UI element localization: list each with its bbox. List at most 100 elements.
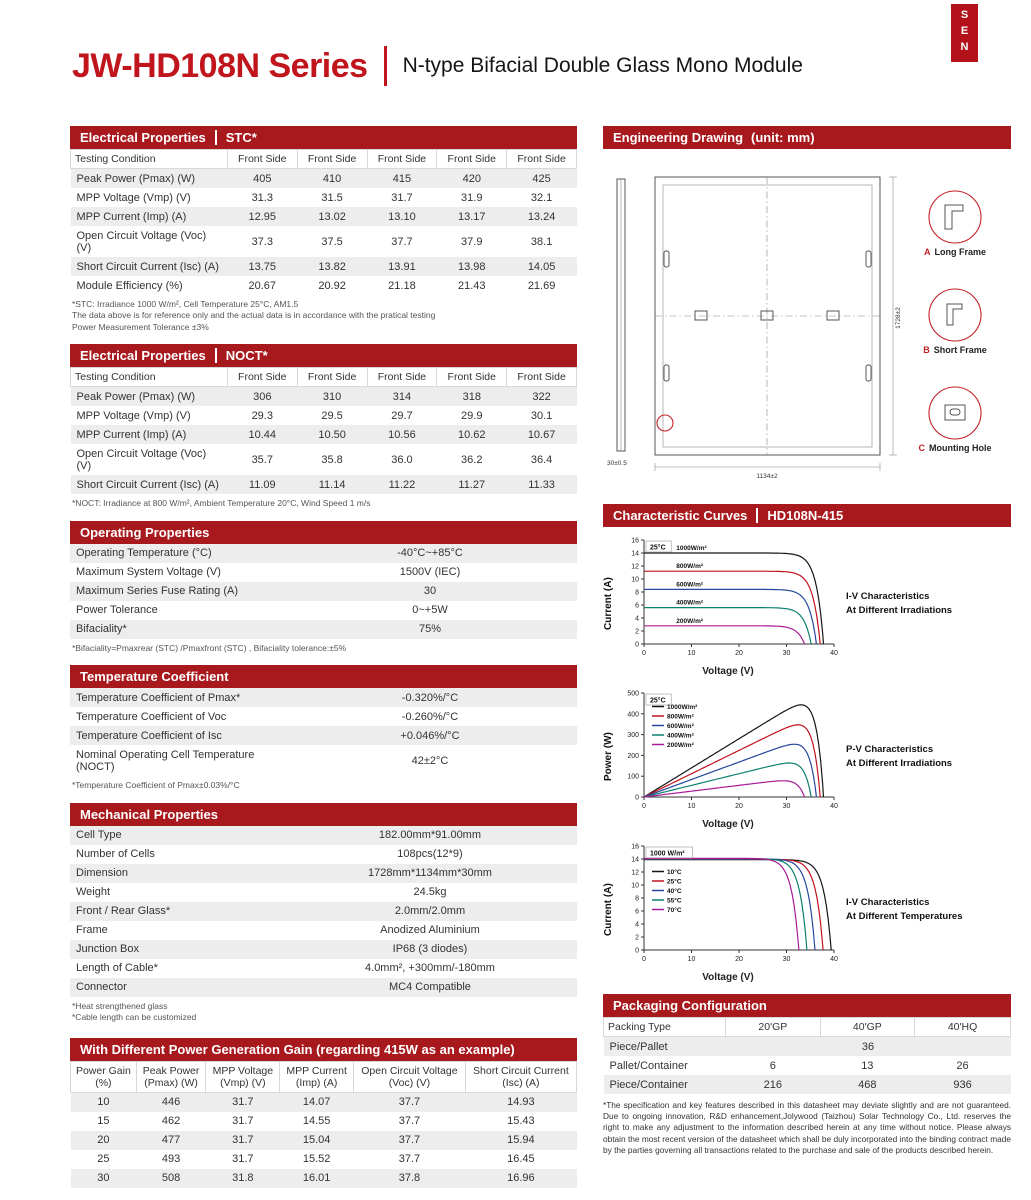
height-dimension: 1728±2 <box>895 307 902 329</box>
series-label: 600W/m² <box>676 581 704 588</box>
cell-value: +0.046%/°C <box>400 729 460 742</box>
table-row: Length of Cable* 4.0mm², +300mm/-180mm <box>70 959 577 978</box>
table-row: Peak Power (Pmax) (W) 306 310 314 318 322 <box>70 386 577 407</box>
row-label: MPP Current (Imp) (A) <box>76 210 187 223</box>
cell-value: 13 <box>861 1059 874 1072</box>
cell-value: 10.56 <box>388 428 416 441</box>
cell-value: 1500V (IEC) <box>399 566 461 579</box>
svg-text:0: 0 <box>635 795 639 802</box>
brand-corner-tab: SEN <box>951 4 978 62</box>
row-label: Maximum System Voltage (V) <box>76 566 221 579</box>
row-label: Operating Temperature (°C) <box>76 547 212 560</box>
column-header: Power Gain (%) <box>70 1060 137 1093</box>
table-row: Pallet/Container 6 13 26 <box>604 1056 1011 1075</box>
title-divider <box>383 46 387 86</box>
iv-irradiance-plot: 0 2 4 6 8 10 12 14 16 0 10 20 30 40 25°C 1000W/m² 800W/m… <box>614 530 842 669</box>
cell-value: 6 <box>769 1059 776 1072</box>
row-label: Temperature Coefficient of Pmax* <box>76 691 241 704</box>
row-label: Short Circuit Current (Isc) (A) <box>76 478 219 491</box>
cell-value: 37.3 <box>251 235 273 248</box>
page-title: JW-HD108N Series N-type Bifacial Double … <box>72 46 803 86</box>
packaging-table: Packing Type 20'GP 40'GP 40'HQ Piece/Pallet 3… <box>602 1017 1011 1094</box>
cell-value: 15.52 <box>302 1153 331 1166</box>
cell-value: 37.5 <box>321 235 343 248</box>
noct-header: Electrical Properties NOCT* <box>70 344 577 368</box>
cell-value: 36 <box>861 1040 875 1053</box>
data-table: Packing Type 20'GP 40'GP 40'HQ Piece/Pallet 3… <box>602 1017 1011 1094</box>
operating-table: Operating Temperature (°C) -40°C~+85°C Max… <box>70 543 577 639</box>
cell-value: 37.7 <box>398 1096 421 1109</box>
table-row: Temperature Coefficient of Isc +0.046%/°C <box>70 726 577 746</box>
svg-text:12: 12 <box>631 870 639 877</box>
svg-text:40: 40 <box>830 956 838 963</box>
svg-text:0: 0 <box>635 948 639 955</box>
series-curve <box>644 570 821 645</box>
series-label: 400W/m² <box>667 733 695 740</box>
series-label: 1000W/m² <box>676 545 707 552</box>
row-label: Weight <box>76 886 111 899</box>
depth-dimension: 30±0.5 <box>607 460 627 467</box>
cell-value: 36.2 <box>461 453 483 466</box>
cell-value: 15.43 <box>507 1115 535 1128</box>
chart-side-title: P-V Characteristics At Different Irradia… <box>846 743 964 770</box>
table-row: Frame Anodized Aluminium <box>70 921 577 940</box>
section-engineering-drawing: Engineering Drawing (unit: mm) 30±0.5 <box>603 126 1011 493</box>
noct-header-tag: NOCT* <box>214 348 268 364</box>
cell-value: 31.7 <box>391 191 413 204</box>
y-axis-label: Current (A) <box>603 883 614 936</box>
cell-value: 10.62 <box>457 428 486 441</box>
section-stc: Electrical Properties STC* Testing Condi… <box>70 126 577 333</box>
cell-value: -40°C~+85°C <box>397 547 463 560</box>
cell-value: 425 <box>532 172 551 185</box>
detail-circle-long-frame <box>928 190 982 244</box>
series-curve <box>643 780 806 798</box>
svg-text:20: 20 <box>735 956 743 963</box>
side-title-line2: At Different Irradiations <box>846 604 953 616</box>
cell-value: 182.00mm*91.00mm <box>378 829 482 842</box>
cell-value: 11.33 <box>528 478 555 491</box>
series-label: 600W/m² <box>667 723 695 730</box>
svg-text:400: 400 <box>627 711 639 718</box>
detail-letter: B <box>923 345 930 355</box>
cell-value: 318 <box>462 390 481 403</box>
cell-value: 20.92 <box>318 279 346 292</box>
row-label: Piece/Pallet <box>609 1040 668 1053</box>
row-label: MPP Current (Imp) (A) <box>76 428 187 441</box>
y-axis-label: Power (W) <box>603 732 614 781</box>
cell-value: 42±2°C <box>411 754 449 767</box>
chart-side-title: I-V Characteristics At Different Irradia… <box>846 590 964 617</box>
cell-value: 21.43 <box>457 279 486 292</box>
detail-text: Mounting Hole <box>929 443 992 453</box>
column-header: Front Side <box>226 149 298 169</box>
cell-value: 30 <box>423 585 437 598</box>
row-label: MPP Voltage (Vmp) (V) <box>76 191 191 204</box>
x-axis-label: Voltage (V) <box>702 666 754 677</box>
cell-value: 37.7 <box>398 1115 421 1128</box>
footnote-line: *NOCT: Irradiance at 800 W/m², Ambient T… <box>72 498 371 509</box>
cell-value: 26 <box>956 1059 969 1072</box>
svg-text:10: 10 <box>688 650 696 657</box>
table-row: Front / Rear Glass* 2.0mm/2.0mm <box>70 901 577 921</box>
cell-value: 10.67 <box>527 428 556 441</box>
row-label: Open Circuit Voltage (Voc) (V) <box>76 447 207 472</box>
mounting-hole-glyph <box>944 404 966 421</box>
cell-value: 31.3 <box>251 191 273 204</box>
table-row: 20 477 31.7 15.04 37.7 15.94 <box>70 1130 577 1150</box>
data-table: Temperature Coefficient of Pmax* -0.320%/… <box>70 688 577 776</box>
row-label: Pallet/Container <box>609 1059 688 1072</box>
width-dimension: 1134±2 <box>756 473 778 480</box>
cell-value: 493 <box>161 1153 181 1166</box>
detail-circle-mounting-hole <box>928 386 982 440</box>
svg-text:8: 8 <box>635 590 639 597</box>
table-row: Short Circuit Current (Isc) (A) 11.09 11.1… <box>70 475 577 495</box>
cell-value: 15.94 <box>507 1134 535 1147</box>
short-frame-section-glyph <box>946 303 963 326</box>
plot-wrap: 0 2 4 6 8 10 12 14 16 0 10 20 30 40 1000 W/m² 10°C 25°C 4… <box>614 836 842 984</box>
right-column: Engineering Drawing (unit: mm) 30±0.5 <box>602 126 1011 1167</box>
row-label: MPP Voltage (Vmp) (V) <box>76 409 191 422</box>
section-packaging: Packaging Configuration Packing Type 20'G… <box>602 994 1011 1156</box>
stc-table: Testing Condition Front Side Front Side Fro… <box>70 149 577 295</box>
detail-label-long-frame: A Long Frame <box>900 247 1010 257</box>
svg-text:6: 6 <box>635 909 639 916</box>
data-table: Cell Type 182.00mm*91.00mm Number of Cells… <box>70 825 577 997</box>
